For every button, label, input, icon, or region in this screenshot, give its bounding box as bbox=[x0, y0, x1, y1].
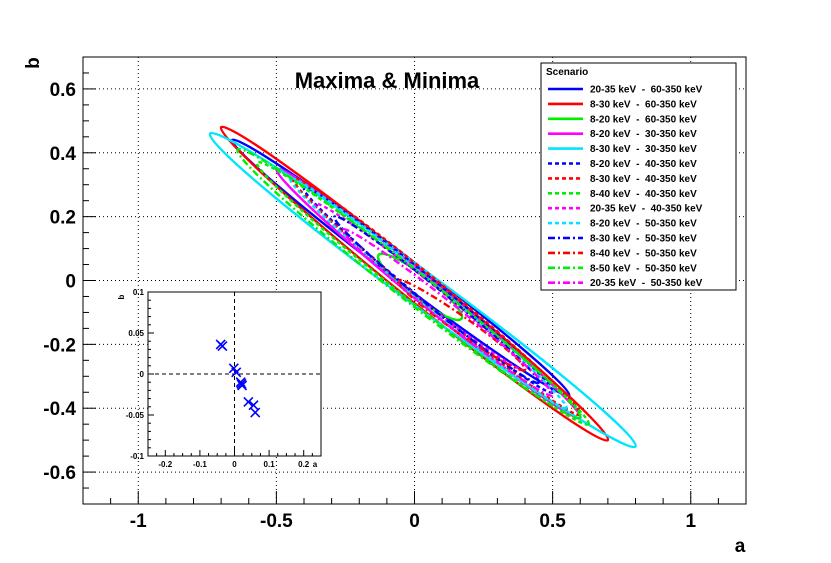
legend-title: Scenario bbox=[546, 67, 588, 78]
inset-y-tick-label: -0.05 bbox=[126, 411, 145, 420]
inset-y-axis-title: b bbox=[117, 294, 126, 299]
y-tick-labels: 0.6 0.4 0.2 0 -0.2 -0.4 -0.6 bbox=[43, 80, 76, 484]
legend-label: 20-35 keV - 50-350 keV bbox=[590, 278, 703, 289]
legend-label: 8-20 keV - 60-350 keV bbox=[590, 114, 697, 125]
contour-ellipse bbox=[313, 202, 527, 372]
inset-y-tick-label: -0.1 bbox=[130, 452, 144, 461]
inset-marker-stroke bbox=[228, 363, 239, 374]
legend-label: 8-20 keV - 50-350 keV bbox=[590, 219, 697, 230]
legend-label: 8-40 keV - 40-350 keV bbox=[590, 189, 697, 200]
legend: Scenario 20-35 keV - 60-350 keV 8-30 keV … bbox=[540, 62, 737, 291]
inset-x-tick-label: -0.1 bbox=[193, 460, 207, 469]
inset-x-axis-title: a bbox=[313, 460, 318, 469]
legend-label: 8-20 keV - 40-350 keV bbox=[590, 159, 697, 170]
chart-title: Maxima & Minima bbox=[295, 68, 480, 93]
inset-marker-stroke bbox=[248, 400, 259, 411]
inset-point-marker bbox=[217, 341, 228, 352]
legend-label: 8-50 keV - 50-350 keV bbox=[590, 263, 697, 274]
legend-label: 8-30 keV - 50-350 keV bbox=[590, 234, 697, 245]
x-tick-label: 0 bbox=[409, 511, 420, 532]
contour-ellipse bbox=[333, 215, 541, 385]
inset-points bbox=[215, 339, 261, 418]
y-tick-label: 0.4 bbox=[50, 144, 77, 165]
y-axis-title: b bbox=[23, 57, 44, 69]
inset-y-tick-label: 0 bbox=[140, 370, 145, 379]
inset-x-tick-label: 0 bbox=[232, 460, 237, 469]
inset-point-marker bbox=[231, 367, 242, 378]
legend-label: 20-35 keV - 40-350 keV bbox=[590, 204, 703, 215]
inset-y-tick-label: 0.05 bbox=[128, 329, 144, 338]
legend-label: 8-40 keV - 50-350 keV bbox=[590, 248, 697, 259]
y-tick-label: 0 bbox=[65, 272, 76, 293]
inset-x-tick-label: 0.1 bbox=[264, 460, 276, 469]
inset-ticks bbox=[147, 291, 322, 457]
inset-x-tick-label: -0.2 bbox=[158, 460, 172, 469]
inset-scatter-plot: -0.2 -0.1 0 0.1 0.2 0.1 0.05 0 -0.05 -0.1 a b bbox=[117, 288, 322, 469]
inset-marker-stroke bbox=[231, 367, 242, 378]
legend-label: 20-35 keV - 60-350 keV bbox=[590, 85, 703, 96]
inset-y-tick-label: 0.1 bbox=[133, 288, 145, 297]
inset-point-marker bbox=[236, 378, 247, 389]
y-tick-label: 0.2 bbox=[50, 208, 76, 229]
legend-items: 20-35 keV - 60-350 keV 8-30 keV - 60-350 … bbox=[548, 85, 703, 289]
x-tick-label: -0.5 bbox=[260, 511, 293, 532]
y-tick-label: 0.6 bbox=[50, 80, 76, 101]
inset-x-tick-labels: -0.2 -0.1 0 0.1 0.2 bbox=[158, 460, 309, 469]
contour-ellipse bbox=[376, 252, 464, 322]
inset-marker-stroke bbox=[236, 378, 247, 389]
contour-ellipse bbox=[341, 227, 554, 397]
x-tick-labels: -1 -0.5 0 0.5 1 bbox=[130, 511, 697, 532]
legend-label: 8-30 keV - 60-350 keV bbox=[590, 99, 697, 110]
main-axis-ticks bbox=[82, 56, 747, 505]
inset-point-marker bbox=[248, 400, 259, 411]
y-tick-label: -0.4 bbox=[43, 399, 76, 420]
contour-ellipse bbox=[236, 147, 582, 420]
y-tick-label: -0.2 bbox=[43, 335, 76, 356]
inset-point-marker bbox=[250, 407, 261, 418]
inset-marker-stroke bbox=[250, 407, 261, 418]
inset-marker-stroke bbox=[243, 396, 254, 407]
x-tick-label: -1 bbox=[130, 511, 147, 532]
legend-label: 8-30 keV - 30-350 keV bbox=[590, 144, 697, 155]
inset-y-tick-labels: 0.1 0.05 0 -0.05 -0.1 bbox=[126, 288, 145, 461]
x-tick-label: 0.5 bbox=[539, 511, 566, 532]
contour-ellipses bbox=[208, 125, 637, 449]
legend-label: 8-20 keV - 30-350 keV bbox=[590, 129, 697, 140]
y-tick-label: -0.6 bbox=[43, 463, 76, 484]
x-tick-label: 1 bbox=[685, 511, 696, 532]
legend-label: 8-30 keV - 40-350 keV bbox=[590, 174, 697, 185]
inset-marker-stroke bbox=[217, 341, 228, 352]
inset-x-tick-label: 0.2 bbox=[298, 460, 310, 469]
inset-point-marker bbox=[243, 396, 254, 407]
x-axis-title: a bbox=[735, 536, 746, 557]
